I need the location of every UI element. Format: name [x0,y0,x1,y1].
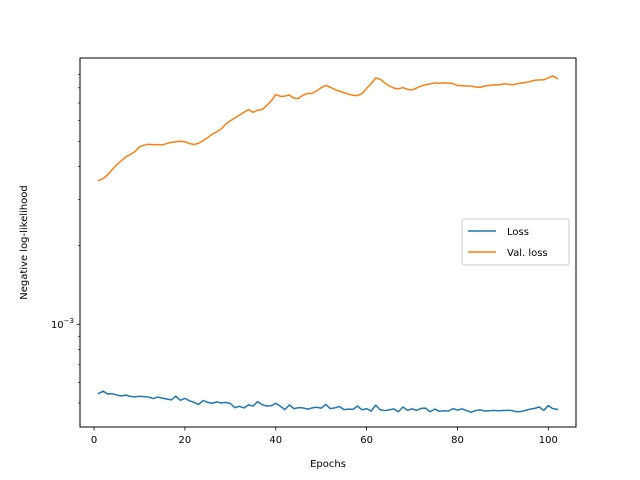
axes-frame [79,57,577,428]
x-tick-label: 80 [451,435,464,446]
x-tick-label: 40 [269,435,282,446]
x-axis-ticks: 0 20 40 60 80 100 [91,427,558,446]
series-line-loss [97,390,559,414]
legend-label-val-loss: Val. loss [507,248,548,259]
y-axis-ticks: 10−3 [51,74,80,404]
legend: Loss Val. loss [461,218,570,266]
legend-label-loss: Loss [507,227,529,238]
x-axis-label: Epochs [310,459,346,470]
x-tick-label: 60 [360,435,373,446]
series-line-val-loss [97,75,559,182]
x-tick-label: 20 [179,435,192,446]
x-tick-label: 0 [91,435,97,446]
series-layer [97,75,559,414]
plot-area [79,57,577,428]
y-tick-label: 10−3 [51,317,74,331]
x-tick-label: 100 [539,435,558,446]
y-axis-label: Negative log-likelihood [19,185,30,300]
